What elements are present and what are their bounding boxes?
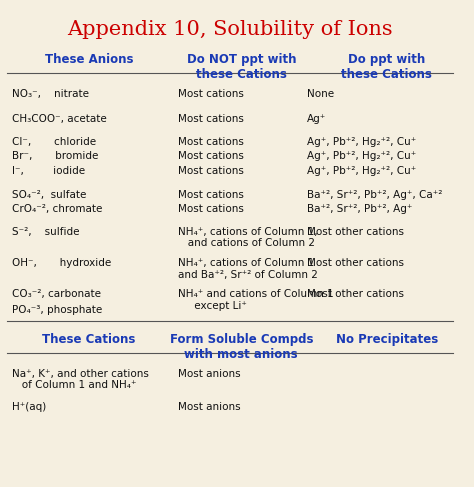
- Text: PO₄⁻³, phosphate: PO₄⁻³, phosphate: [12, 305, 102, 315]
- Text: These Anions: These Anions: [45, 54, 133, 66]
- Text: NH₄⁺, cations of Column 1,
   and cations of Column 2: NH₄⁺, cations of Column 1, and cations o…: [178, 226, 317, 248]
- Text: NO₃⁻,    nitrate: NO₃⁻, nitrate: [12, 90, 89, 99]
- Text: Ag⁺, Pb⁺², Hg₂⁺², Cu⁺: Ag⁺, Pb⁺², Hg₂⁺², Cu⁺: [307, 137, 416, 147]
- Text: Form Soluble Compds
with most anions: Form Soluble Compds with most anions: [170, 333, 313, 360]
- Text: Most other cations: Most other cations: [307, 226, 404, 237]
- Text: NH₄⁺, cations of Column 1
and Ba⁺², Sr⁺² of Column 2: NH₄⁺, cations of Column 1 and Ba⁺², Sr⁺²…: [178, 258, 318, 280]
- Text: Cl⁻,       chloride: Cl⁻, chloride: [12, 137, 96, 147]
- Text: Most cations: Most cations: [178, 166, 244, 175]
- Text: Do NOT ppt with
these Cations: Do NOT ppt with these Cations: [187, 54, 296, 81]
- Text: Most anions: Most anions: [178, 369, 240, 379]
- Text: Most cations: Most cations: [178, 137, 244, 147]
- Text: Na⁺, K⁺, and other cations
   of Column 1 and NH₄⁺: Na⁺, K⁺, and other cations of Column 1 a…: [12, 369, 149, 390]
- Text: Most cations: Most cations: [178, 189, 244, 200]
- Text: Most cations: Most cations: [178, 204, 244, 214]
- Text: Ag⁺, Pb⁺², Hg₂⁺², Cu⁺: Ag⁺, Pb⁺², Hg₂⁺², Cu⁺: [307, 151, 416, 161]
- Text: CH₃COO⁻, acetate: CH₃COO⁻, acetate: [12, 113, 107, 124]
- Text: Ba⁺², Sr⁺², Pb⁺², Ag⁺: Ba⁺², Sr⁺², Pb⁺², Ag⁺: [307, 204, 412, 214]
- Text: Do ppt with
these Cations: Do ppt with these Cations: [341, 54, 432, 81]
- Text: Ba⁺², Sr⁺², Pb⁺², Ag⁺, Ca⁺²: Ba⁺², Sr⁺², Pb⁺², Ag⁺, Ca⁺²: [307, 189, 443, 200]
- Text: H⁺(aq): H⁺(aq): [12, 402, 46, 412]
- Text: Ag⁺, Pb⁺², Hg₂⁺², Cu⁺: Ag⁺, Pb⁺², Hg₂⁺², Cu⁺: [307, 166, 416, 175]
- Text: Most other cations: Most other cations: [307, 289, 404, 299]
- Text: I⁻,         iodide: I⁻, iodide: [12, 166, 85, 175]
- Text: Most cations: Most cations: [178, 113, 244, 124]
- Text: Most cations: Most cations: [178, 151, 244, 161]
- Text: Most anions: Most anions: [178, 402, 240, 412]
- Text: Ag⁺: Ag⁺: [307, 113, 327, 124]
- Text: Most cations: Most cations: [178, 90, 244, 99]
- Text: SO₄⁻²,  sulfate: SO₄⁻², sulfate: [12, 189, 86, 200]
- Text: Br⁻,       bromide: Br⁻, bromide: [12, 151, 98, 161]
- Text: None: None: [307, 90, 334, 99]
- Text: These Cations: These Cations: [42, 333, 136, 346]
- Text: Appendix 10, Solubility of Ions: Appendix 10, Solubility of Ions: [67, 19, 393, 38]
- Text: No Precipitates: No Precipitates: [336, 333, 438, 346]
- Text: CrO₄⁻², chromate: CrO₄⁻², chromate: [12, 204, 102, 214]
- Text: CO₃⁻², carbonate: CO₃⁻², carbonate: [12, 289, 101, 299]
- Text: OH⁻,       hydroxide: OH⁻, hydroxide: [12, 258, 111, 268]
- Text: NH₄⁺ and cations of Column 1
     except Li⁺: NH₄⁺ and cations of Column 1 except Li⁺: [178, 289, 333, 311]
- Text: Most other cations: Most other cations: [307, 258, 404, 268]
- Text: S⁻²,    sulfide: S⁻², sulfide: [12, 226, 79, 237]
